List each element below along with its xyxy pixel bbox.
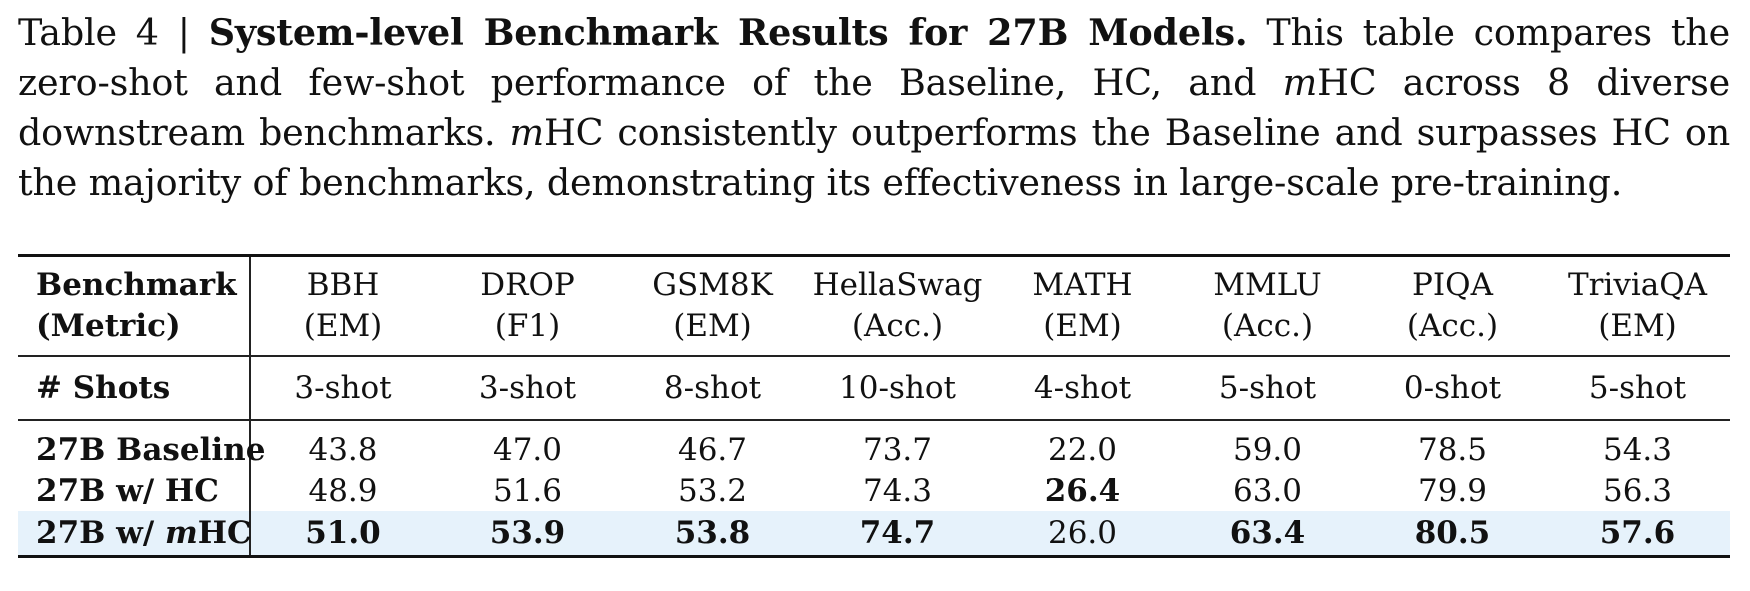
column-header: BBH (EM) xyxy=(250,254,435,356)
value-cell: 79.9 xyxy=(1417,473,1488,509)
value-cell: 53.8 xyxy=(620,511,805,558)
shots-cell: 10-shot xyxy=(805,355,990,421)
column-header: MMLU (Acc.) xyxy=(1175,254,1360,356)
column-name: PIQA xyxy=(1412,267,1493,303)
column-name: BBH xyxy=(306,267,380,303)
shots-label: # Shots xyxy=(18,355,251,421)
value-cell: 53.2 xyxy=(677,473,748,509)
value-cell: 73.7 xyxy=(862,432,933,468)
value-cell: 78.5 xyxy=(1417,432,1488,468)
header-benchmark-cell: Benchmark (Metric) xyxy=(18,254,251,356)
value-cell: 43.8 xyxy=(308,432,378,468)
value-cell: 48.9 xyxy=(308,473,378,509)
column-name: TriviaQA xyxy=(1567,267,1708,303)
shots-row: # Shots 3-shot 3-shot 8-shot 10-shot 4-s… xyxy=(18,355,1730,421)
column-header: MATH (EM) xyxy=(990,254,1175,356)
value-cell: 63.4 xyxy=(1175,511,1360,558)
value-cell: 51.6 xyxy=(492,473,563,509)
column-metric: (Acc.) xyxy=(851,308,944,344)
value-cell: 80.5 xyxy=(1360,511,1545,558)
caption-text-a: This table compares the zero-shot and fe… xyxy=(18,11,1730,104)
table-header-row: Benchmark (Metric) BBH (EM) DROP (F1) GSM8… xyxy=(18,254,1730,356)
column-header: HellaSwag (Acc.) xyxy=(805,254,990,356)
column-header: TriviaQA (EM) xyxy=(1545,254,1730,356)
header-benchmark-label: Benchmark xyxy=(36,267,237,303)
value-cell: 47.0 xyxy=(492,432,563,468)
column-metric: (Acc.) xyxy=(1406,308,1499,344)
value-cell: 46.7 xyxy=(677,432,748,468)
column-header: GSM8K (EM) xyxy=(620,254,805,356)
row-label-prefix: 27B w/ xyxy=(36,515,165,551)
column-header: PIQA (Acc.) xyxy=(1360,254,1545,356)
value-cell: 26.0 xyxy=(990,511,1175,558)
column-name: DROP xyxy=(480,267,575,303)
value-cell: 26.4 xyxy=(1044,473,1121,509)
value-cell: 74.7 xyxy=(805,511,990,558)
shots-cell: 3-shot xyxy=(435,355,620,421)
shots-cell: 3-shot xyxy=(250,355,435,421)
column-name: MATH xyxy=(1032,267,1133,303)
table-row: 27B Baseline 43.8 47.0 46.7 73.7 22.0 59… xyxy=(18,420,1730,471)
row-label-suffix: HC xyxy=(197,515,252,551)
caption-m-2: m xyxy=(509,111,545,154)
row-label: 27B Baseline xyxy=(18,420,265,471)
table-caption: Table 4 | System-level Benchmark Results… xyxy=(18,8,1730,208)
column-metric: (EM) xyxy=(303,308,383,344)
value-cell: 22.0 xyxy=(1047,432,1118,468)
value-cell: 74.3 xyxy=(862,473,933,509)
shots-cell: 5-shot xyxy=(1175,355,1360,421)
value-cell: 53.9 xyxy=(435,511,620,558)
benchmark-table: Benchmark (Metric) BBH (EM) DROP (F1) GSM8… xyxy=(18,254,1730,558)
column-name: HellaSwag xyxy=(812,267,983,303)
column-metric: (EM) xyxy=(1598,308,1677,344)
shots-cell: 0-shot xyxy=(1360,355,1545,421)
value-cell: 59.0 xyxy=(1232,432,1303,468)
column-metric: (F1) xyxy=(494,308,561,344)
caption-m-1: m xyxy=(1282,61,1318,104)
shots-cell: 8-shot xyxy=(620,355,805,421)
column-metric: (EM) xyxy=(673,308,752,344)
column-metric: (Acc.) xyxy=(1221,308,1314,344)
table-row-highlighted: 27B w/ mHC 51.0 53.9 53.8 74.7 26.0 63.4… xyxy=(18,511,1730,558)
value-cell: 51.0 xyxy=(250,511,435,558)
caption-title: System-level Benchmark Results for 27B M… xyxy=(208,11,1248,54)
column-header: DROP (F1) xyxy=(435,254,620,356)
value-cell: 54.3 xyxy=(1602,432,1673,468)
caption-text-b: HC across 8 diverse downstream benchmark… xyxy=(18,61,1730,154)
table-row: 27B w/ HC 48.9 51.6 53.2 74.3 26.4 63.0 … xyxy=(18,471,1730,511)
shots-cell: 5-shot xyxy=(1545,355,1730,421)
row-label: 27B w/ HC xyxy=(18,471,251,511)
column-name: MMLU xyxy=(1213,267,1322,303)
caption-label: Table 4 | xyxy=(18,11,190,54)
value-cell: 56.3 xyxy=(1602,473,1673,509)
value-cell: 63.0 xyxy=(1232,473,1303,509)
caption-text-c: HC consistently outperforms the Baseline… xyxy=(18,111,1731,204)
row-label: 27B w/ mHC xyxy=(18,511,252,558)
column-name: GSM8K xyxy=(652,267,773,303)
value-cell: 57.6 xyxy=(1545,511,1730,558)
row-label-m: m xyxy=(164,515,198,551)
column-metric: (EM) xyxy=(1043,308,1122,344)
header-metric-label: (Metric) xyxy=(36,308,181,344)
shots-cell: 4-shot xyxy=(990,355,1175,421)
